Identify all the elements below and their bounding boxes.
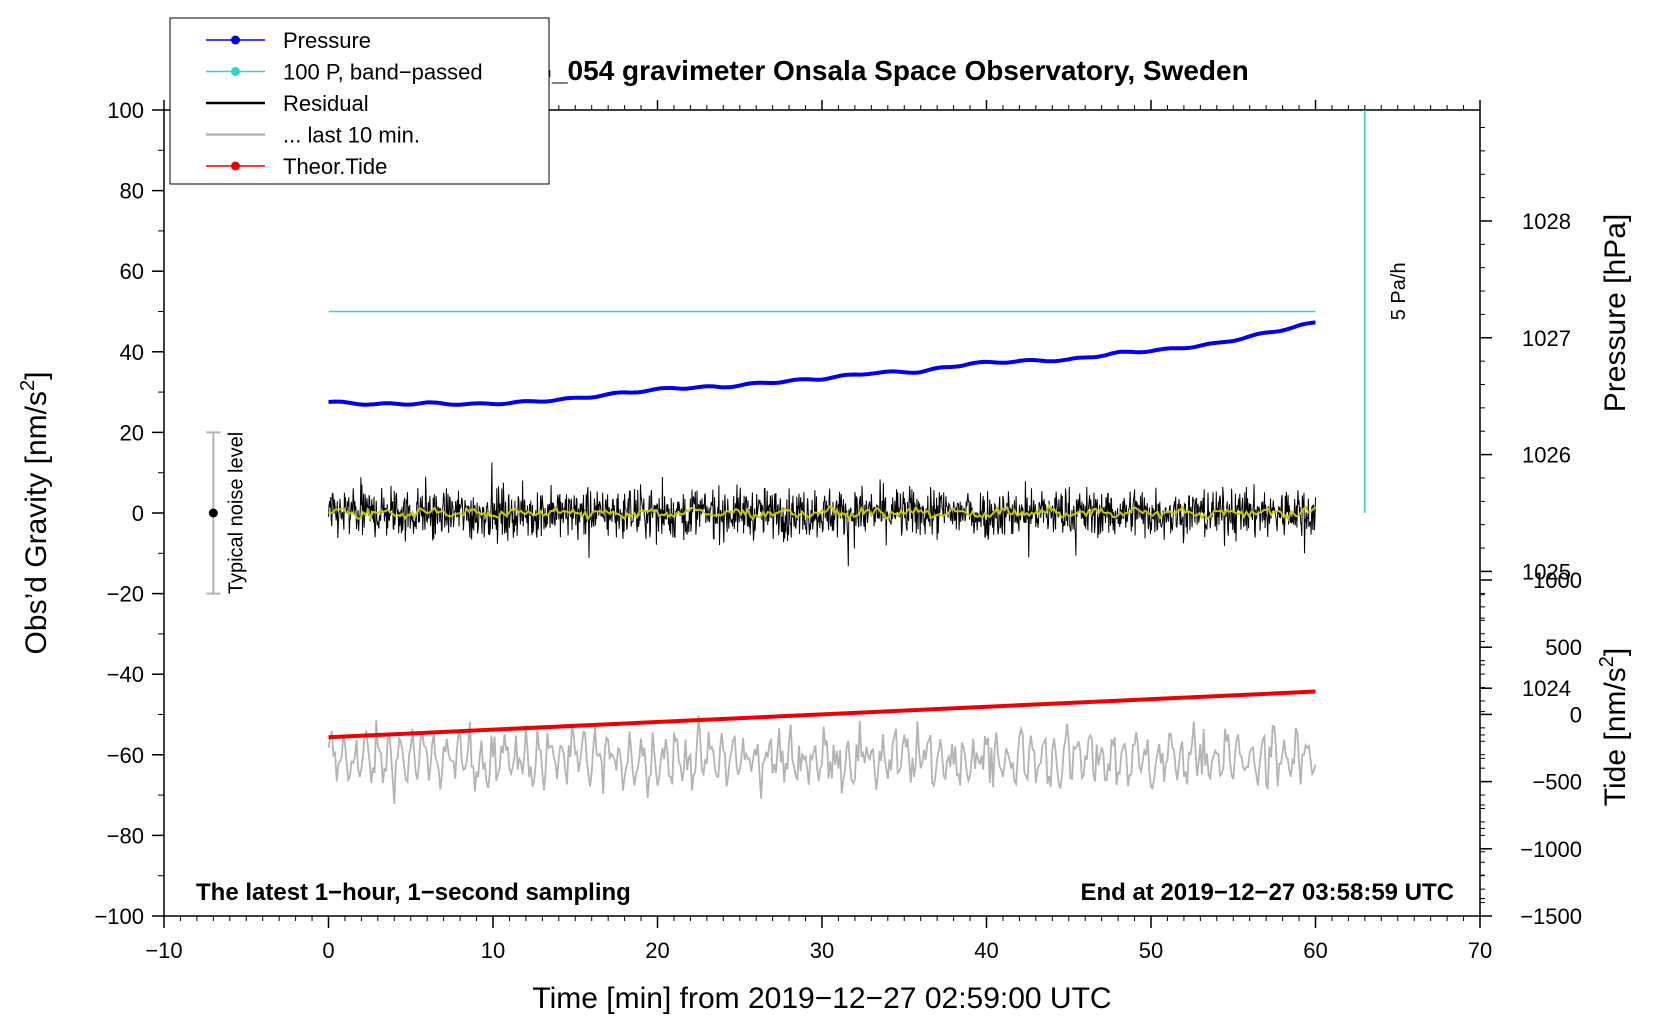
y-tick-label: −80 xyxy=(107,823,144,848)
residual-smoothed-line xyxy=(328,503,1317,523)
pressure-tick-label: 1028 xyxy=(1522,209,1571,234)
y-tick-label: −100 xyxy=(94,904,144,929)
y-tick-label: 0 xyxy=(132,501,144,526)
legend-box xyxy=(169,17,550,185)
legend-label: ... last 10 min. xyxy=(283,123,420,148)
series-layer xyxy=(327,310,1317,805)
y-tick-label: 60 xyxy=(120,259,144,284)
y-tick-label: 100 xyxy=(107,98,144,123)
x-tick-label: 20 xyxy=(645,938,669,963)
annotation-sampling: The latest 1−hour, 1−second sampling xyxy=(196,879,631,906)
x-tick-label: 40 xyxy=(974,938,998,963)
y-axis-ticks: −100 −80 −60 −40 −20 0 20 40 60 80 100 xyxy=(94,98,164,929)
chart-title: SCG_054 gravimeter Onsala Space Observat… xyxy=(491,55,1248,86)
legend-entries: Pressure 100 P, band−passed Residual ... la… xyxy=(206,28,483,179)
tide-axis-ticks: −1500 −1000 −500 0 500 1000 xyxy=(1480,568,1582,929)
tide-axis-title: Tide [nm/s2] xyxy=(1596,648,1632,806)
x-axis-ticks: −10 0 10 20 30 40 50 60 70 xyxy=(145,100,1492,963)
tide-tick-label: −500 xyxy=(1532,770,1582,795)
annotation-end-time: End at 2019−12−27 03:58:59 UTC xyxy=(1080,879,1454,906)
x-axis-title: Time [min] from 2019−12−27 02:59:00 UTC xyxy=(532,982,1111,1015)
noise-bar-center-dot xyxy=(208,508,218,518)
legend-label: 100 P, band−passed xyxy=(283,60,483,85)
legend-swatch-marker xyxy=(231,35,240,45)
theor-tide-line xyxy=(328,689,1316,740)
y-tick-label: −20 xyxy=(107,582,144,607)
tide-tick-label: 1000 xyxy=(1533,568,1582,593)
tide-axis-title-end: ] xyxy=(1599,648,1632,656)
tide-axis-title-sup: 2 xyxy=(1596,656,1618,667)
legend-label: Residual xyxy=(283,91,369,116)
x-tick-label: −10 xyxy=(145,938,182,963)
legend: Pressure 100 P, band−passed Residual ... la… xyxy=(169,17,550,185)
pressure-tick-label: 1027 xyxy=(1522,326,1571,351)
y-axis-title-text: Obs’d Gravity [nm/s xyxy=(20,391,53,654)
chart-extras: 5 Pa/h Typical noise level xyxy=(206,110,1410,595)
x-tick-label: 30 xyxy=(810,938,834,963)
tide-axis-title-text: Tide [nm/s xyxy=(1599,667,1632,806)
noise-bar-label: Typical noise level xyxy=(225,432,247,594)
pressure-tick-label: 1024 xyxy=(1522,676,1571,701)
y-tick-label: 40 xyxy=(120,340,144,365)
pressure-line xyxy=(328,320,1316,407)
x-tick-label: 70 xyxy=(1468,938,1492,963)
tide-tick-label: 0 xyxy=(1570,702,1582,727)
pressure-tick-label: 1026 xyxy=(1522,443,1571,468)
legend-label: Theor.Tide xyxy=(283,154,387,179)
y-tick-label: 20 xyxy=(120,420,144,445)
legend-swatch-marker xyxy=(231,67,240,76)
tide-tick-label: −1500 xyxy=(1520,904,1582,929)
y-tick-label: −40 xyxy=(107,662,144,687)
pressure-axis-ticks: 1024 1025 1026 1027 1028 xyxy=(1480,209,1571,701)
legend-swatch-marker xyxy=(231,161,240,171)
y-tick-label: 80 xyxy=(120,179,144,204)
legend-label: Pressure xyxy=(283,28,371,53)
y-axis-title: Obs’d Gravity [nm/s2] xyxy=(17,372,53,655)
residual-line xyxy=(328,462,1316,567)
x-tick-label: 10 xyxy=(481,938,505,963)
x-tick-label: 0 xyxy=(322,938,334,963)
tide-tick-label: −1000 xyxy=(1520,837,1582,862)
y-axis-title-end: ] xyxy=(20,372,53,380)
tide-tick-label: 500 xyxy=(1545,635,1582,660)
y-axis-title-sup: 2 xyxy=(17,380,39,391)
y-tick-label: −60 xyxy=(107,743,144,768)
pressure-axis-title: Pressure [hPa] xyxy=(1599,214,1632,412)
x-tick-label: 60 xyxy=(1303,938,1327,963)
x-tick-label: 50 xyxy=(1139,938,1163,963)
rate-bar-label: 5 Pa/h xyxy=(1388,262,1410,320)
last-10-min-line xyxy=(327,715,1317,805)
pressure-tick-label: 1025 xyxy=(1522,559,1571,584)
